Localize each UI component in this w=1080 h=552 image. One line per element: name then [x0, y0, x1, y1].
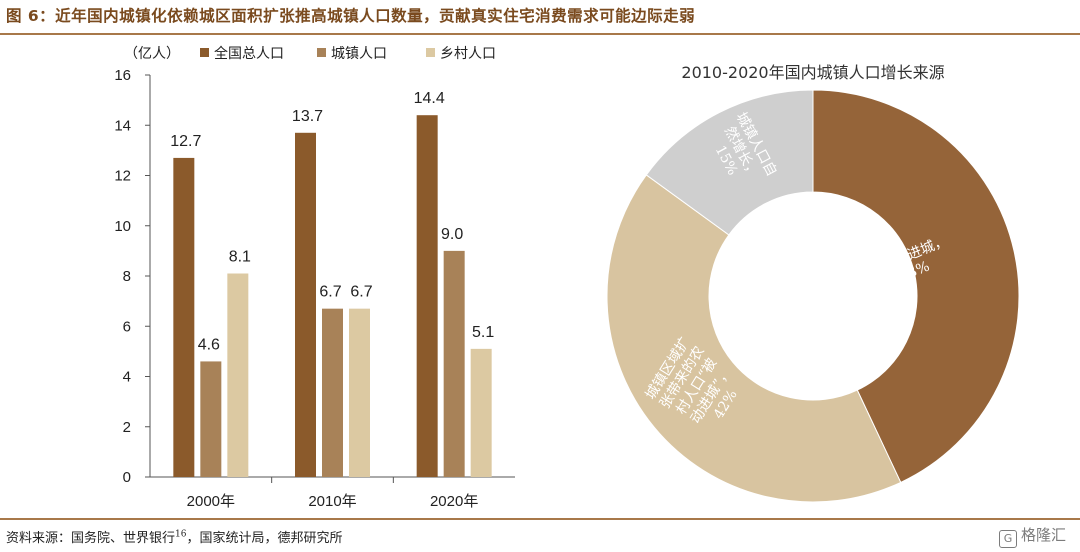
data-label: 6.7 — [319, 284, 341, 301]
x-tick-label: 2010年 — [308, 493, 356, 510]
data-label: 4.6 — [198, 336, 220, 353]
y-tick-label: 6 — [123, 318, 131, 335]
y-tick-label: 16 — [114, 67, 131, 84]
bar — [416, 115, 438, 477]
figure-title: 图 6：近年国内城镇化依赖城区面积扩张推高城镇人口数量，贡献真实住宅消费需求可能… — [6, 7, 696, 25]
legend-label: 城镇人口 — [331, 46, 387, 62]
data-label: 6.7 — [350, 284, 372, 301]
y-tick-label: 10 — [114, 218, 131, 235]
data-label: 12.7 — [170, 133, 201, 150]
bar — [470, 348, 492, 477]
data-label: 8.1 — [229, 248, 251, 265]
top-rule — [0, 33, 1080, 35]
legend-swatch — [317, 48, 326, 57]
y-tick-label: 12 — [114, 168, 131, 185]
data-label: 14.4 — [414, 90, 445, 107]
legend-label: 乡村人口 — [440, 46, 496, 62]
donut-slice — [606, 174, 902, 503]
y-unit-label: （亿人） — [124, 46, 180, 62]
bar — [200, 361, 222, 477]
bar — [443, 250, 465, 477]
x-tick-label: 2000年 — [187, 493, 235, 510]
source-rest: ，国家统计局，德邦研究所 — [186, 531, 343, 546]
watermark: G 格隆汇 — [998, 524, 1066, 548]
y-tick-label: 2 — [123, 419, 131, 436]
bar-chart: 0 2 4 6 8 10 12 14 16 （亿人） 2000年 12.7 4.6 8.1 2010年 13.… — [114, 45, 515, 510]
legend-label: 全国总人口 — [214, 45, 284, 62]
logo-icon: G — [998, 530, 1017, 548]
watermark-text: 格隆汇 — [1020, 526, 1066, 544]
bar — [322, 308, 343, 477]
y-tick-label: 8 — [123, 268, 131, 285]
bar — [295, 132, 316, 477]
donut-slice — [645, 89, 814, 236]
bottom-rule — [0, 518, 1080, 520]
donut-chart: 2010-2020年国内城镇人口增长来源农民工进城，43%城镇区域扩张带来的农村… — [606, 63, 1020, 503]
bar — [227, 273, 249, 477]
legend-swatch — [200, 48, 209, 57]
y-tick-label: 14 — [114, 117, 131, 134]
data-label: 5.1 — [472, 324, 494, 341]
source-sup: 16 — [175, 529, 187, 540]
bar — [173, 157, 195, 477]
data-label: 13.7 — [292, 108, 323, 125]
legend-swatch — [426, 48, 435, 57]
data-label: 9.0 — [441, 226, 463, 243]
donut-slice — [812, 89, 1020, 484]
source-note: 资料来源：国务院、世界银行16，国家统计局，德邦研究所 — [6, 527, 342, 546]
y-tick-label: 0 — [123, 469, 131, 486]
donut-title: 2010-2020年国内城镇人口增长来源 — [681, 63, 944, 82]
bar — [349, 308, 370, 477]
y-tick-label: 4 — [123, 369, 131, 386]
x-tick-label: 2020年 — [430, 493, 478, 510]
source-text: 资料来源：国务院、世界银行 — [6, 531, 176, 546]
